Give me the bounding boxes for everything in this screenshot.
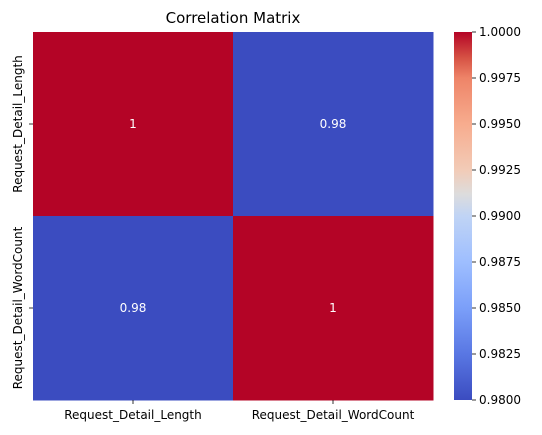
colorbar-tick-label: 0.9975 — [479, 71, 521, 85]
colorbar — [454, 32, 472, 400]
colorbar-tick-label: 0.9925 — [479, 163, 521, 177]
heatmap-annotations: 1 0.98 0.98 1 — [120, 117, 347, 315]
cell-annotation: 1 — [329, 301, 337, 315]
heatmap-cells — [33, 32, 434, 401]
colorbar-tick-label: 0.9850 — [479, 301, 521, 315]
cell-annotation: 0.98 — [120, 301, 147, 315]
x-tick-label: Request_Detail_Length — [64, 408, 201, 422]
chart-title: Correlation Matrix — [166, 9, 301, 27]
colorbar-tick-label: 1.0000 — [479, 25, 521, 39]
y-axis: Request_Detail_Length Request_Detail_Word… — [11, 55, 33, 389]
y-tick-label: Request_Detail_WordCount — [11, 226, 25, 389]
colorbar-tick-label: 0.9825 — [479, 347, 521, 361]
x-axis: Request_Detail_Length Request_Detail_Word… — [64, 400, 415, 422]
colorbar-tick-label: 0.9950 — [479, 117, 521, 131]
colorbar-tick-label: 0.9800 — [479, 393, 521, 407]
colorbar-tick-label: 0.9875 — [479, 255, 521, 269]
heatmap-cell — [33, 216, 234, 401]
colorbar-axis: 1.0000 0.9975 0.9950 0.9925 0.9900 0.9875 0.98… — [472, 25, 521, 407]
colorbar-tick-label: 0.9900 — [479, 209, 521, 223]
x-tick-label: Request_Detail_WordCount — [252, 408, 415, 422]
heatmap-cell — [33, 32, 234, 217]
cell-annotation: 0.98 — [320, 117, 347, 131]
heatmap-cell — [233, 216, 434, 401]
cell-annotation: 1 — [129, 117, 137, 131]
y-tick-label: Request_Detail_Length — [11, 55, 25, 192]
heatmap-cell — [233, 32, 434, 217]
